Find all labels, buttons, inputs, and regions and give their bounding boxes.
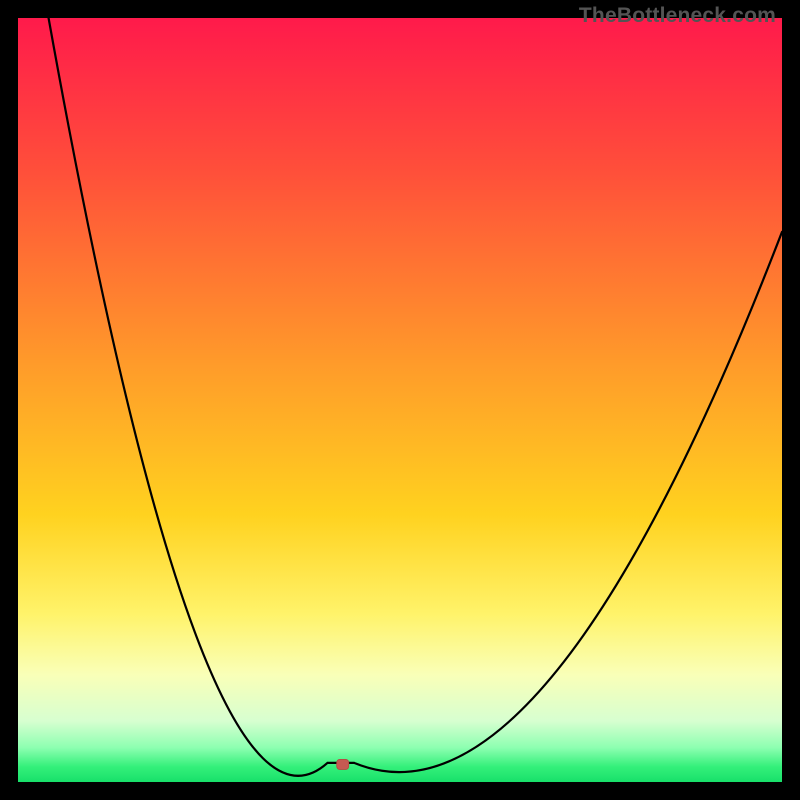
marker-dot bbox=[337, 759, 349, 769]
watermark-text: TheBottleneck.com bbox=[579, 4, 776, 28]
chart-frame: TheBottleneck.com bbox=[0, 0, 800, 800]
plot-background bbox=[18, 18, 782, 782]
chart-svg bbox=[0, 0, 800, 800]
